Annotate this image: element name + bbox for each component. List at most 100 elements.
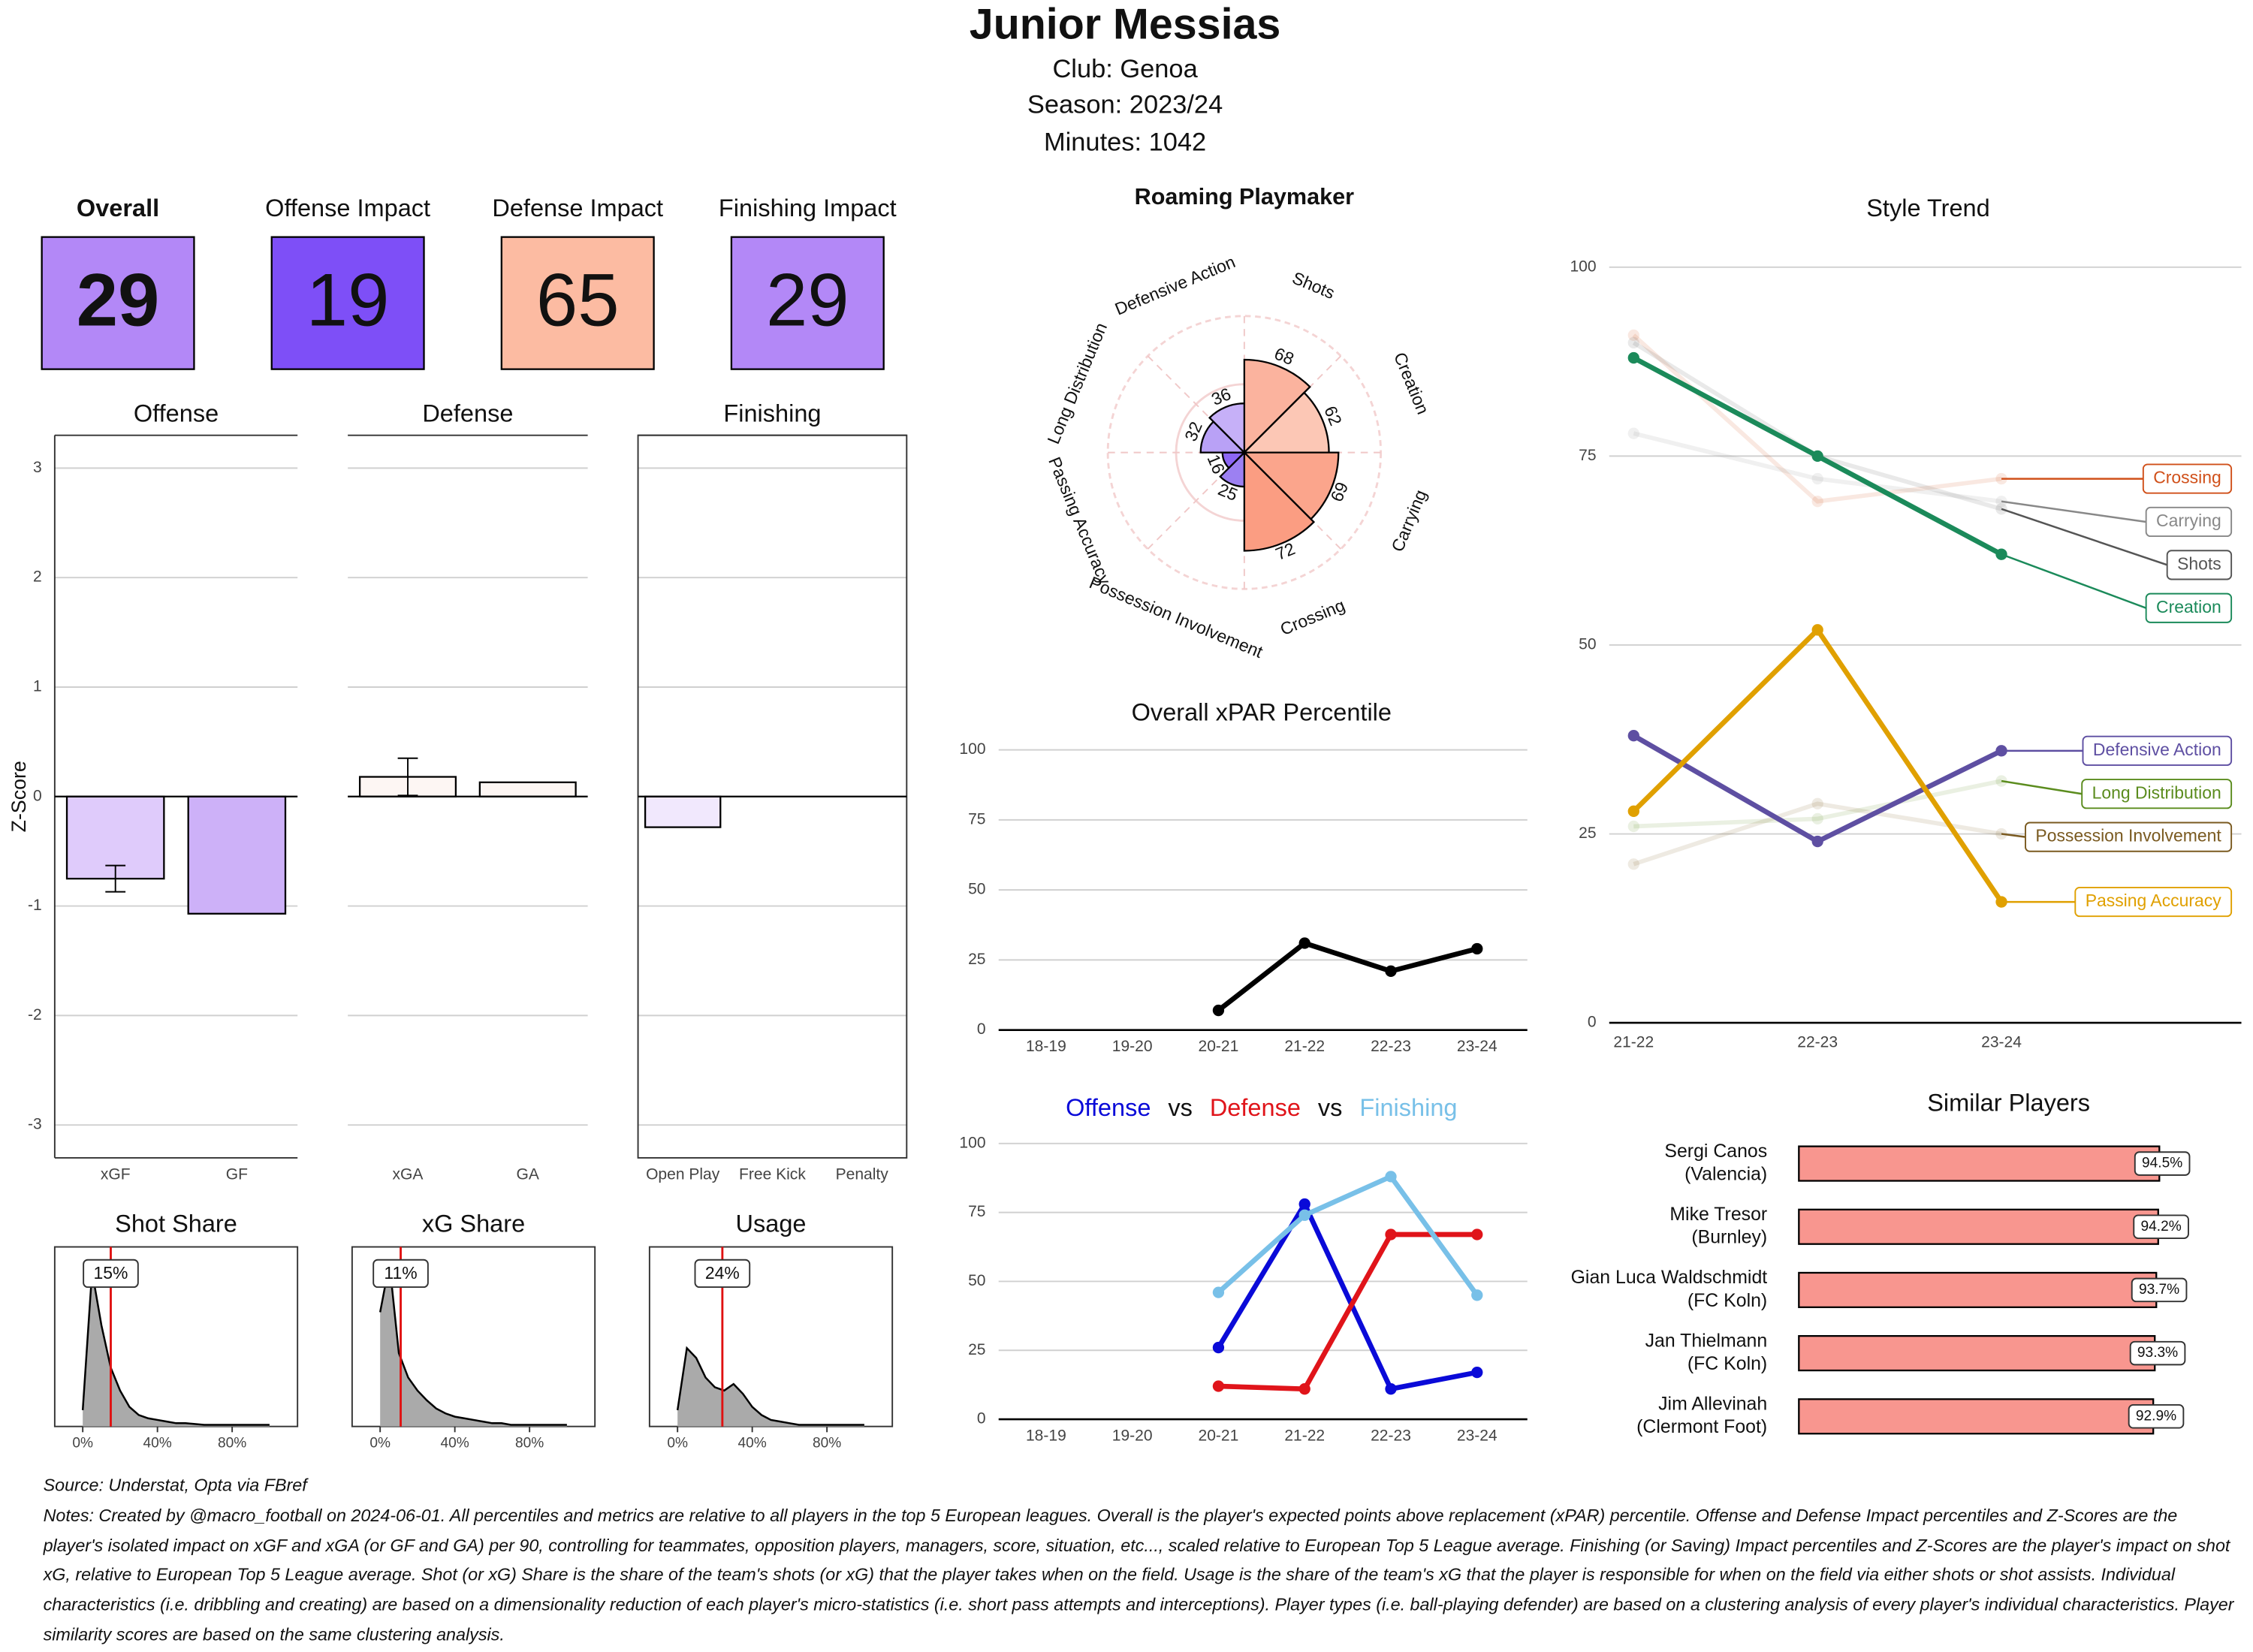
legend-entry: Offense xyxy=(1066,1093,1151,1120)
x-tick-label: Open Play xyxy=(646,1165,720,1183)
y-tick-label: 25 xyxy=(968,1341,985,1358)
radar-wedge xyxy=(1208,402,1246,455)
panel-title: Roaming Playmaker xyxy=(1135,184,1355,210)
x-tick-label: 0% xyxy=(369,1436,391,1452)
point xyxy=(1385,1171,1397,1183)
point xyxy=(1212,1341,1225,1354)
category-label: Crossing xyxy=(1277,595,1348,639)
density-area xyxy=(83,1271,270,1427)
y-tick-label: 25 xyxy=(1579,824,1596,842)
x-tick-label: 40% xyxy=(738,1436,767,1452)
point xyxy=(1811,472,1823,485)
value-label-box xyxy=(2131,1277,2188,1303)
panel-title: xG Share xyxy=(422,1210,525,1237)
label-connector xyxy=(2001,779,2083,795)
x-tick-label: 0% xyxy=(72,1436,93,1452)
score-value: 19 xyxy=(306,259,390,342)
x-tick-label: Penalty xyxy=(836,1165,889,1183)
label-connector xyxy=(2001,508,2168,566)
x-tick-label: 0% xyxy=(667,1436,688,1452)
bar xyxy=(1798,1145,2161,1182)
point xyxy=(1298,1198,1310,1210)
y-tick-label: 75 xyxy=(968,1203,985,1220)
y-tick-label: -2 xyxy=(28,1006,42,1023)
legend-entry: Crossing xyxy=(2153,468,2221,487)
x-tick-label: 40% xyxy=(143,1436,172,1452)
value-label-box xyxy=(2128,1404,2185,1429)
point xyxy=(1627,336,1639,349)
subtitle: Season: 2023/24 xyxy=(1027,91,1223,119)
legend-entry: Defense xyxy=(1210,1093,1301,1120)
legend-entry: Creation xyxy=(2156,597,2221,616)
label-connector xyxy=(2001,500,2146,523)
score-box xyxy=(730,236,885,370)
series-line xyxy=(1217,1173,1479,1297)
x-tick-label: 21-22 xyxy=(1284,1427,1325,1445)
y-tick-label: 3 xyxy=(33,459,42,476)
radial-line xyxy=(1147,451,1245,550)
radar-wedge xyxy=(1219,450,1246,488)
x-tick-label: 23-24 xyxy=(1457,1038,1497,1055)
marker-label-box xyxy=(372,1259,429,1289)
value-label-box xyxy=(2134,1151,2191,1176)
value-label-box xyxy=(2129,1340,2186,1366)
player-name: Gian Luca Waldschmidt xyxy=(1571,1267,1768,1288)
value-label: 93.7% xyxy=(2139,1282,2179,1298)
point xyxy=(1212,1004,1225,1017)
density-area xyxy=(380,1263,567,1427)
y-tick-label: 0 xyxy=(33,787,42,804)
title-separator: vs xyxy=(1168,1093,1193,1120)
x-tick-label: xGA xyxy=(393,1165,424,1183)
bar xyxy=(478,781,577,797)
player-name: Jan Thielmann xyxy=(1645,1330,1768,1351)
y-tick-label: 75 xyxy=(968,810,985,828)
y-tick-label: 1 xyxy=(33,678,42,695)
player-club: (FC Koln) xyxy=(1687,1353,1767,1374)
point xyxy=(1627,805,1639,817)
radar-wedge xyxy=(1243,358,1311,455)
score-value: 29 xyxy=(766,259,849,342)
x-tick-label: 22-23 xyxy=(1797,1033,1838,1051)
y-tick-label: 0 xyxy=(977,1020,986,1038)
point xyxy=(1811,835,1823,848)
legend-entry: Shots xyxy=(2177,553,2221,573)
category-label: Long Distribution xyxy=(1043,320,1111,447)
point xyxy=(1627,820,1639,833)
x-tick-label: 18-19 xyxy=(1026,1038,1066,1055)
x-tick-label: 22-23 xyxy=(1371,1427,1411,1445)
y-tick-label: -1 xyxy=(28,897,42,914)
player-club: (Burnley) xyxy=(1691,1227,1767,1248)
marker-label-box xyxy=(694,1259,751,1289)
score-label: Offense Impact xyxy=(265,194,430,222)
label-connector xyxy=(2001,553,2147,609)
y-tick-label: -3 xyxy=(28,1116,42,1133)
y-tick-label: 75 xyxy=(1579,447,1596,464)
y-tick-label: 50 xyxy=(968,1272,985,1289)
label-connector xyxy=(2001,833,2026,838)
bar xyxy=(1798,1208,2159,1245)
point xyxy=(1471,1228,1483,1241)
y-tick-label: 0 xyxy=(1588,1014,1597,1031)
bar xyxy=(1798,1334,2156,1372)
y-tick-label: 25 xyxy=(968,951,985,968)
score-value: 29 xyxy=(77,259,160,342)
player-name: Sergi Canos xyxy=(1664,1141,1767,1162)
radar-wedge xyxy=(1242,451,1340,520)
subtitle: Minutes: 1042 xyxy=(1044,128,1206,156)
point xyxy=(1811,450,1823,463)
density-area xyxy=(677,1348,864,1427)
player-name: Mike Tresor xyxy=(1669,1204,1767,1225)
series-line xyxy=(1633,801,2002,867)
player-club: (FC Koln) xyxy=(1687,1290,1767,1311)
category-label: Defensive Action xyxy=(1112,252,1238,318)
y-tick-label: 100 xyxy=(1570,258,1596,275)
legend-entry: Long Distribution xyxy=(2092,782,2221,802)
panel-title: Shot Share xyxy=(115,1210,237,1237)
notes: Notes: Created by @macro_football on 202… xyxy=(43,1505,2234,1645)
point xyxy=(1811,624,1823,636)
bar xyxy=(1798,1398,2155,1435)
x-tick-label: 23-24 xyxy=(1457,1427,1497,1445)
y-tick-label: 0 xyxy=(977,1410,986,1427)
series-line xyxy=(1217,940,1478,1013)
subtitle: Club: Genoa xyxy=(1052,55,1198,83)
